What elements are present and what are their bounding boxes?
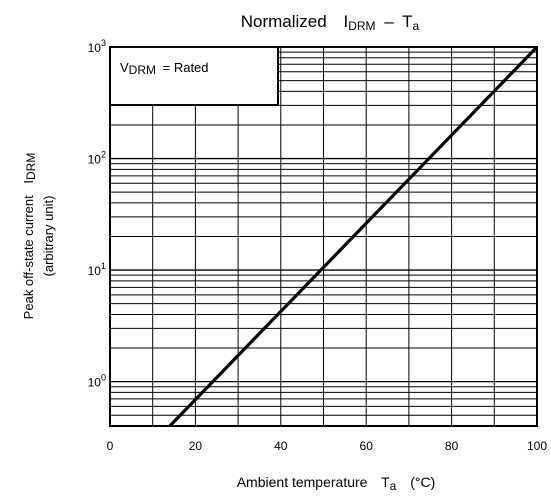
x-axis-label-unit: (°C) (410, 474, 435, 490)
y-tick-labels: 100 101 102 103 (88, 38, 106, 390)
legend-entry: VDRM = Rated (120, 60, 209, 77)
legend-box (109, 46, 279, 106)
legend-text: = Rated (163, 60, 209, 75)
y-tick-label: 102 (88, 150, 106, 167)
x-axis-label-text: Ambient temperature (237, 474, 368, 490)
chart-title-prefix: Normalized (241, 12, 327, 31)
y-axis-label-line1-group: Peak off-state current IDRM (21, 153, 38, 320)
x-tick-label: 80 (445, 439, 459, 453)
chart-title-symbol-sub: DRM (348, 19, 375, 33)
x-axis-label-symbol: T (381, 474, 390, 490)
x-tick-label: 20 (189, 439, 203, 453)
x-axis-label-symbol-sub: a (390, 479, 397, 493)
legend-symbol: V (120, 60, 129, 75)
y-tick-label: 100 (88, 373, 106, 390)
y-axis-label-symbol: I (21, 180, 36, 184)
chart-title-symbol: I (343, 12, 348, 31)
y-axis-label-symbol-sub: DRM (24, 153, 38, 180)
chart-title-var: T (402, 12, 412, 31)
series-line-0 (168, 45, 539, 428)
y-tick-label: 101 (88, 261, 106, 278)
y-axis-label-line2: (arbitrary unit) (41, 196, 56, 277)
x-tick-label: 100 (527, 439, 547, 453)
y-axis-label-line1: Peak off-state current (21, 195, 36, 319)
chart-title: Normalized IDRM – Ta (241, 12, 420, 34)
series-group (168, 45, 539, 428)
legend-symbol-sub: DRM (129, 63, 156, 77)
y-tick-label: 103 (88, 38, 106, 55)
x-tick-label: 60 (360, 439, 374, 453)
x-tick-labels: 0 20 40 60 80 100 (107, 439, 548, 453)
plot-frame (109, 46, 538, 427)
chart-title-var-sub: a (413, 19, 420, 33)
y-axis-label: Peak off-state current IDRM (arbitrary u… (21, 153, 56, 320)
x-tick-label: 40 (274, 439, 288, 453)
chart-title-dash: – (384, 12, 394, 31)
x-tick-label: 0 (107, 439, 114, 453)
x-axis-label: Ambient temperature Ta (°C) (237, 474, 436, 493)
